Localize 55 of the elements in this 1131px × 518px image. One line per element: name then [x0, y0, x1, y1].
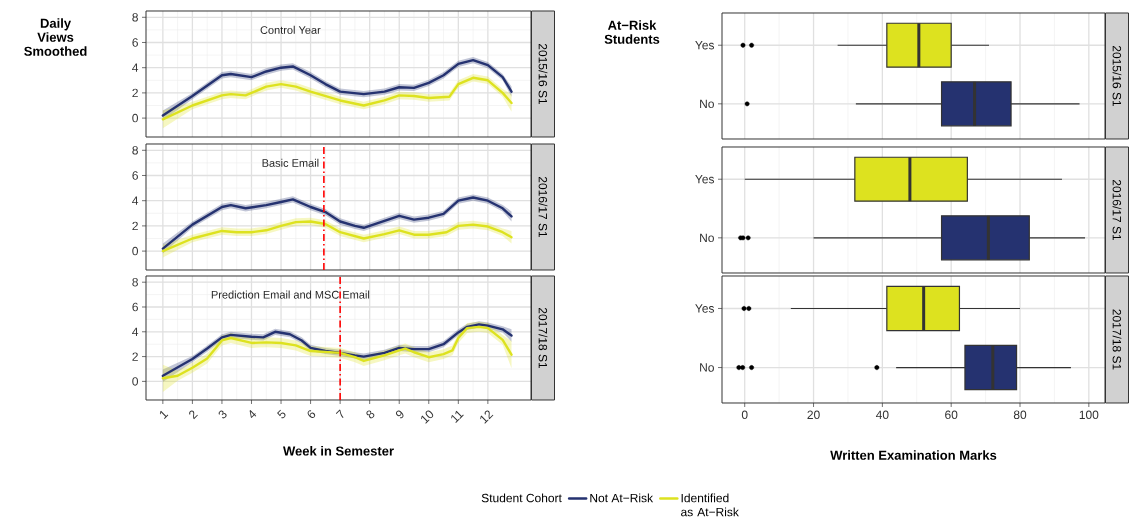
x-tick-label: 2 — [189, 410, 198, 420]
y-axis-title: At−Risk Students — [604, 20, 660, 44]
x-tick-label: 9 — [395, 410, 404, 419]
text: 2015/16 S1 — [1112, 45, 1122, 107]
y-tick-label: Yes — [695, 175, 715, 184]
x-tick-label: 1 — [159, 410, 169, 419]
y-tick-label: Yes — [695, 41, 715, 50]
y-tick-label: 4 — [132, 327, 139, 336]
annotation: Control Year — [260, 25, 321, 34]
x-tick-label: 100 — [1079, 410, 1099, 420]
y-tick-label: 2 — [132, 88, 138, 98]
x-tick-label: 4 — [249, 410, 257, 419]
y-tick-label: 0 — [132, 113, 139, 123]
y-axis-title: Daily Views Smoothed — [24, 18, 87, 56]
y-tick-label: No — [700, 363, 714, 372]
text: 2017/18 S1 — [538, 307, 548, 369]
x-tick-label: 20 — [807, 410, 820, 420]
x-tick-label: 60 — [945, 410, 958, 420]
y-tick-label: 8 — [132, 13, 138, 22]
y-tick-label: 4 — [132, 196, 139, 205]
x-tick-label: 8 — [366, 410, 375, 419]
x-tick-label: 80 — [1013, 410, 1027, 420]
y-tick-label: No — [700, 233, 714, 243]
x-tick-label: 7 — [335, 409, 344, 419]
y-tick-label: 0 — [132, 377, 139, 386]
y-tick-label: 2 — [132, 352, 138, 361]
text: 2016/17 S1 — [1112, 179, 1122, 241]
x-axis-title: Written Examination Marks — [830, 450, 997, 460]
annotation: Prediction Email and MSC Email — [211, 290, 370, 299]
legend-label: Identified as At−Risk — [681, 493, 739, 517]
legend-title: Student Cohort — [481, 493, 562, 503]
y-tick-label: 8 — [132, 146, 138, 155]
y-tick-label: Yes — [695, 304, 715, 313]
text: 2015/16 S1 — [538, 43, 548, 105]
text: 2016/17 S1 — [538, 176, 548, 238]
y-tick-label: 6 — [132, 171, 138, 180]
x-tick-label: 0 — [741, 410, 748, 420]
x-tick-label: 10 — [421, 410, 434, 424]
y-tick-label: 2 — [132, 221, 138, 231]
y-tick-label: No — [700, 99, 714, 109]
y-tick-label: 8 — [132, 277, 138, 287]
y-tick-label: 0 — [132, 246, 139, 256]
text: 2017/18 S1 — [1112, 309, 1122, 370]
y-tick-label: 6 — [132, 38, 138, 47]
y-tick-label: 6 — [132, 302, 138, 312]
y-tick-label: 4 — [132, 63, 139, 72]
x-axis-title: Week in Semester — [283, 446, 394, 456]
x-tick-label: 12 — [480, 410, 494, 424]
legend-label: Not At−Risk — [590, 493, 654, 503]
x-tick-label: 6 — [307, 410, 316, 419]
annotation: Basic Email — [262, 158, 319, 167]
x-tick-label: 3 — [218, 410, 227, 419]
x-tick-label: 40 — [875, 410, 889, 420]
x-tick-label: 11 — [451, 410, 464, 423]
x-tick-label: 5 — [277, 409, 286, 419]
